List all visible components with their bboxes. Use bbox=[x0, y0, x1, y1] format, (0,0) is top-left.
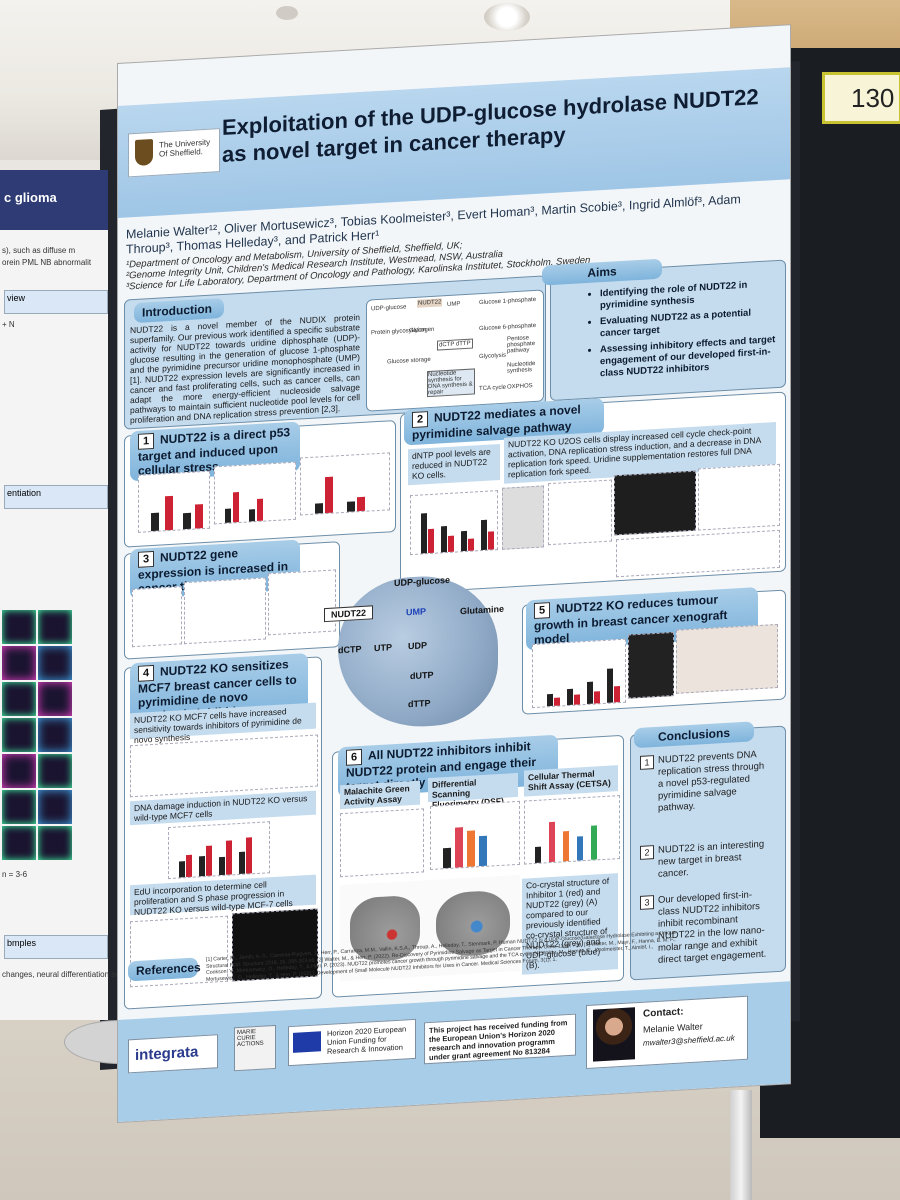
university-name: The University Of Sheffield. bbox=[159, 137, 211, 159]
pathway-node: Pentose phosphate pathway bbox=[507, 335, 536, 355]
pathway-node: UDP-glucose bbox=[371, 304, 407, 313]
horizon-text: Horizon 2020 European Union Funding for … bbox=[327, 1024, 407, 1056]
conclusion-text: NUDT22 is an interesting new target in b… bbox=[658, 838, 765, 880]
section-2-left-text: dNTP pool levels are reduced in NUDT22 K… bbox=[408, 443, 500, 486]
pathway-node: Nucleotide synthesis for DNA synthesis &… bbox=[427, 368, 475, 398]
structure-label: UTP bbox=[374, 642, 392, 654]
neighbour-microscopy-grid bbox=[2, 610, 72, 860]
ivis-image bbox=[628, 631, 674, 699]
pathway-node: NUDT22 bbox=[417, 298, 443, 308]
pathway-node: Nucleotide synthesis bbox=[507, 360, 536, 375]
section-number: 5 bbox=[534, 602, 550, 620]
integrata-logo: integrata bbox=[128, 1034, 218, 1074]
ceiling-light bbox=[484, 3, 530, 31]
neighbour-line: + N bbox=[2, 320, 15, 329]
assay-3-label: Cellular Thermal Shift Assay (CETSA) bbox=[524, 765, 618, 797]
neighbour-section-header: bmples bbox=[4, 935, 108, 959]
gamma-h2ax-chart bbox=[548, 479, 612, 546]
pathway-node: dCTP dTTP bbox=[437, 338, 473, 351]
horizon-2020-badge: Horizon 2020 European Union Funding for … bbox=[288, 1018, 416, 1067]
neighbouring-poster: c glioma s), such as diffuse m orein PML… bbox=[0, 170, 137, 1020]
structure-label: UDP bbox=[408, 640, 428, 652]
university-crest-icon bbox=[135, 138, 153, 167]
tumour-growth-chart bbox=[532, 638, 626, 709]
pancancer-chart bbox=[132, 586, 182, 648]
inhibitor-sensitivity-curves bbox=[130, 734, 318, 798]
contact-name: Melanie Walter bbox=[643, 1021, 703, 1035]
neighbour-section-header: entiation bbox=[4, 485, 108, 509]
neighbour-line: n = 3-6 bbox=[2, 870, 28, 879]
ceiling-sprinkler bbox=[276, 6, 298, 20]
contact-label: Contact: bbox=[643, 1006, 684, 1020]
structure-label: dCTP bbox=[338, 643, 362, 656]
structure-label: NUDT22 bbox=[324, 605, 374, 623]
promoter-activity-chart bbox=[300, 452, 390, 516]
conclusion-number: 3 bbox=[640, 895, 654, 910]
funding-text: This project has received funding from t… bbox=[429, 1018, 568, 1063]
contact-box: Contact: Melanie Walter mwalter3@sheffie… bbox=[586, 995, 748, 1070]
assay-1-label: Malachite Green Activity Assay bbox=[340, 780, 420, 810]
pathway-node: Glucose 1-phosphate bbox=[479, 296, 537, 307]
aims-list: Identifying the role of NUDT22 in pyrimi… bbox=[588, 278, 784, 385]
structure-label: UMP bbox=[406, 606, 426, 618]
section-number: 3 bbox=[138, 550, 154, 568]
pathway-node: OXPHOS bbox=[507, 383, 533, 391]
marie-curie-logo: MARIE CURIE ACTIONS bbox=[234, 1024, 276, 1072]
references-header: References bbox=[128, 957, 201, 982]
neighbour-section-header: view bbox=[4, 290, 108, 314]
cetsa-chart bbox=[524, 795, 620, 865]
breast-cancer-expression-chart bbox=[184, 577, 266, 645]
pathway-node: Glycolysis bbox=[479, 352, 507, 361]
pathway-diagram: UDP-glucose NUDT22 UMP Glucose 1-phospha… bbox=[366, 289, 544, 412]
section-number: 1 bbox=[138, 432, 154, 450]
conclusion-number: 1 bbox=[640, 755, 654, 770]
neighbour-title: c glioma bbox=[4, 190, 57, 205]
structure-label: dUTP bbox=[410, 669, 434, 682]
pathway-node: Glucose 6-phosphate bbox=[479, 322, 537, 333]
university-logo: The University Of Sheffield. bbox=[128, 128, 220, 178]
neighbour-line: s), such as diffuse m bbox=[2, 246, 76, 255]
presenter-photo bbox=[593, 1007, 635, 1062]
p53-expression-chart bbox=[138, 470, 210, 533]
neighbour-header: c glioma bbox=[0, 170, 108, 230]
introduction-text: NUDT22 is a novel member of the NUDIX pr… bbox=[130, 312, 360, 426]
research-poster: The University Of Sheffield. Exploitatio… bbox=[118, 25, 790, 1123]
section-number: 4 bbox=[138, 664, 154, 682]
fork-speed-chart bbox=[698, 463, 780, 531]
structure-label: Glutamine bbox=[460, 603, 505, 617]
dsf-chart bbox=[430, 800, 520, 871]
dna-damage-chart bbox=[168, 821, 270, 880]
stress-induction-chart bbox=[214, 461, 296, 525]
dna-fiber-images bbox=[614, 470, 696, 536]
funding-statement: This project has received funding from t… bbox=[424, 1013, 576, 1065]
eu-flag-icon bbox=[293, 1031, 321, 1053]
section-number: 6 bbox=[346, 748, 362, 766]
conclusion-number: 2 bbox=[640, 845, 654, 860]
conclusion-text: NUDT22 prevents DNA replication stress t… bbox=[658, 749, 765, 814]
aim-item: Assessing inhibitory effects and target … bbox=[600, 334, 784, 381]
pathway-node: Glycogen bbox=[409, 326, 435, 335]
pathway-node: Glucose storage bbox=[387, 356, 431, 366]
dntp-pool-chart bbox=[410, 490, 498, 556]
structure-label: dTTP bbox=[408, 697, 431, 710]
booth-number-sign: 130 bbox=[822, 72, 900, 124]
pathway-node: TCA cycle bbox=[479, 384, 507, 393]
conclusion-item: 2 NUDT22 is an interesting new target in… bbox=[640, 838, 770, 881]
board-stand-pole bbox=[730, 1090, 752, 1200]
conclusion-item: 1 NUDT22 prevents DNA replication stress… bbox=[640, 748, 770, 815]
neighbour-line: orein PML NB abnormalit bbox=[2, 258, 92, 267]
western-blot bbox=[502, 485, 544, 550]
survival-curve-chart bbox=[268, 569, 336, 636]
contact-email: mwalter3@sheffield.ac.uk bbox=[643, 1033, 735, 1048]
malachite-green-curves bbox=[340, 808, 424, 878]
section-number: 2 bbox=[412, 411, 428, 429]
neighbour-line: changes, neural differentiation seen in bbox=[2, 970, 138, 979]
excised-tumours-image bbox=[676, 623, 778, 694]
pathway-node: UMP bbox=[447, 301, 461, 309]
